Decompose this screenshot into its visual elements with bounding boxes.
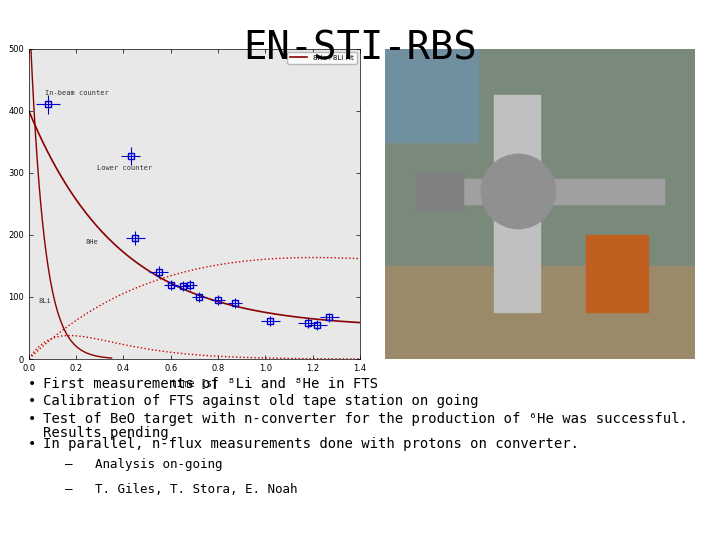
Text: 8He: 8He bbox=[86, 239, 99, 245]
X-axis label: time [s]: time [s] bbox=[171, 379, 218, 388]
Text: Results pending: Results pending bbox=[43, 426, 168, 440]
Bar bbox=[587, 235, 649, 312]
Text: •: • bbox=[28, 437, 37, 451]
Circle shape bbox=[481, 154, 556, 228]
Bar bbox=[385, 266, 695, 359]
Text: In-beam counter: In-beam counter bbox=[45, 90, 109, 96]
Text: First measurements of ⁸Li and ⁸He in FTS: First measurements of ⁸Li and ⁸He in FTS bbox=[43, 377, 378, 391]
Text: –   T. Giles, T. Stora, E. Noah: – T. Giles, T. Stora, E. Noah bbox=[65, 483, 297, 496]
Text: Calibration of FTS against old tape station on going: Calibration of FTS against old tape stat… bbox=[43, 394, 479, 408]
Text: •: • bbox=[28, 412, 37, 426]
Text: •: • bbox=[28, 394, 37, 408]
Bar bbox=[494, 96, 540, 312]
Bar bbox=[416, 179, 664, 204]
Bar bbox=[416, 173, 463, 210]
Text: •: • bbox=[28, 377, 37, 391]
Text: Test of BeO target with n-converter for the production of ⁶He was successful.: Test of BeO target with n-converter for … bbox=[43, 412, 688, 426]
Legend: 8He+8Li Fit: 8He+8Li Fit bbox=[287, 52, 356, 64]
Bar bbox=[385, 49, 478, 142]
Y-axis label: counts: counts bbox=[0, 189, 2, 219]
Text: EN-STI-RBS: EN-STI-RBS bbox=[243, 30, 477, 68]
Text: –   Analysis on-going: – Analysis on-going bbox=[65, 458, 222, 471]
Text: Lower counter: Lower counter bbox=[97, 165, 153, 171]
Text: 8Li: 8Li bbox=[38, 298, 51, 304]
Text: In parallel, n-flux measurements done with protons on converter.: In parallel, n-flux measurements done wi… bbox=[43, 437, 579, 451]
